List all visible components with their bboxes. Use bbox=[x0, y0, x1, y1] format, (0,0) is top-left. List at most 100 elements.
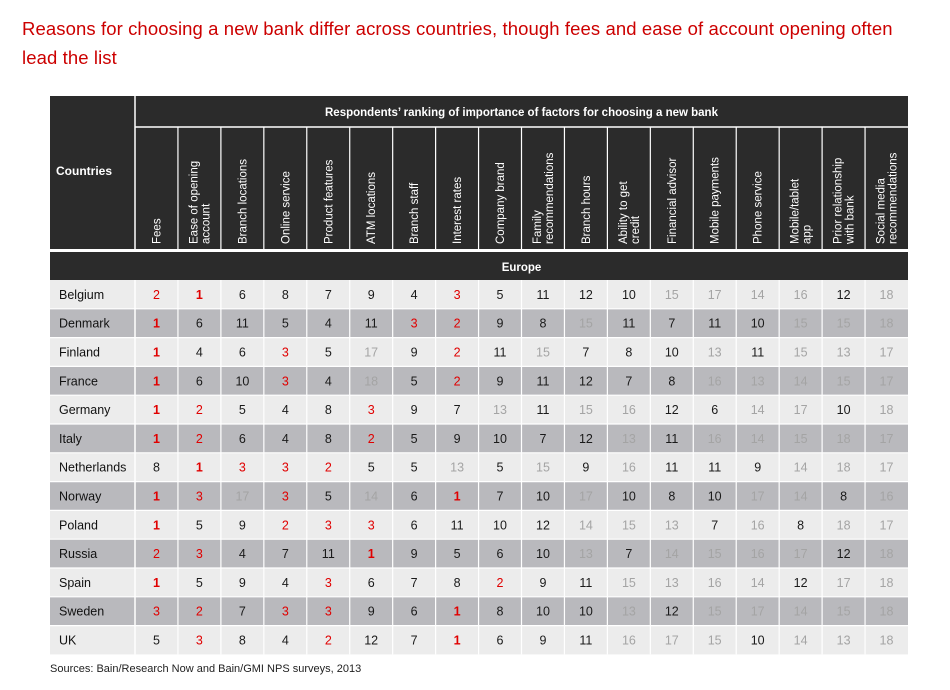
chart-title: Reasons for choosing a new bank differ a… bbox=[22, 18, 893, 68]
rank-value: 7 bbox=[625, 374, 632, 388]
rank-value: 4 bbox=[411, 288, 418, 302]
rank-value: 14 bbox=[751, 288, 765, 302]
rank-value: 11 bbox=[322, 547, 335, 561]
rank-value: 5 bbox=[411, 374, 418, 388]
column-header: ATM locations bbox=[366, 172, 378, 244]
rank-value: 13 bbox=[579, 547, 593, 561]
rank-value: 9 bbox=[540, 634, 547, 648]
rank-value: 14 bbox=[364, 490, 378, 504]
column-header: Financial advisor bbox=[667, 158, 679, 244]
rank-value: 3 bbox=[153, 605, 160, 619]
rank-value: 13 bbox=[837, 634, 851, 648]
rank-value: 11 bbox=[537, 288, 550, 302]
rank-value: 17 bbox=[235, 490, 249, 504]
rank-value: 13 bbox=[450, 461, 464, 475]
rank-value: 17 bbox=[880, 461, 894, 475]
column-header: app bbox=[802, 225, 814, 244]
country-label: Norway bbox=[59, 490, 102, 504]
rank-value: 16 bbox=[708, 576, 722, 590]
rank-value: 10 bbox=[493, 432, 507, 446]
rank-value: 11 bbox=[751, 346, 764, 360]
rank-value: 1 bbox=[196, 461, 203, 475]
rank-value: 8 bbox=[325, 403, 332, 417]
rank-value: 1 bbox=[153, 317, 160, 331]
rank-value: 14 bbox=[579, 518, 593, 532]
rank-value: 18 bbox=[837, 518, 851, 532]
rank-value: 3 bbox=[282, 374, 289, 388]
rank-value: 8 bbox=[497, 605, 504, 619]
rank-value: 8 bbox=[454, 576, 461, 590]
rank-value: 12 bbox=[665, 403, 679, 417]
rank-value: 13 bbox=[665, 518, 679, 532]
rank-value: 1 bbox=[196, 288, 203, 302]
rank-value: 1 bbox=[454, 605, 461, 619]
rank-value: 12 bbox=[837, 547, 851, 561]
country-label: Finland bbox=[59, 346, 100, 360]
rank-value: 3 bbox=[325, 576, 332, 590]
rank-value: 12 bbox=[364, 634, 378, 648]
rank-value: 6 bbox=[196, 317, 203, 331]
rank-value: 1 bbox=[153, 374, 160, 388]
rank-value: 7 bbox=[239, 605, 246, 619]
rank-value: 8 bbox=[668, 374, 675, 388]
rank-value: 14 bbox=[794, 490, 808, 504]
rank-value: 15 bbox=[708, 605, 722, 619]
super-header: Respondents’ ranking of importance of fa… bbox=[325, 107, 719, 119]
rank-value: 18 bbox=[837, 461, 851, 475]
country-label: Belgium bbox=[59, 288, 104, 302]
rank-value: 7 bbox=[411, 576, 418, 590]
rank-value: 1 bbox=[454, 490, 461, 504]
rank-value: 12 bbox=[579, 288, 593, 302]
rank-value: 8 bbox=[239, 634, 246, 648]
rank-value: 6 bbox=[196, 374, 203, 388]
column-header: Mobile payments bbox=[710, 157, 722, 244]
rank-value: 3 bbox=[325, 518, 332, 532]
rank-value: 13 bbox=[751, 374, 765, 388]
rank-value: 2 bbox=[196, 403, 203, 417]
rank-value: 16 bbox=[708, 374, 722, 388]
rank-value: 18 bbox=[880, 634, 894, 648]
rank-value: 1 bbox=[153, 432, 160, 446]
rank-value: 4 bbox=[282, 634, 289, 648]
rank-value: 6 bbox=[497, 634, 504, 648]
rank-value: 17 bbox=[880, 346, 894, 360]
rank-value: 1 bbox=[153, 403, 160, 417]
rank-value: 7 bbox=[454, 403, 461, 417]
rank-value: 1 bbox=[454, 634, 461, 648]
rank-value: 10 bbox=[708, 490, 722, 504]
section-band bbox=[50, 252, 908, 280]
rank-value: 13 bbox=[622, 605, 636, 619]
rank-value: 9 bbox=[411, 547, 418, 561]
rank-value: 5 bbox=[497, 288, 504, 302]
rank-value: 9 bbox=[368, 288, 375, 302]
country-label: Poland bbox=[59, 518, 98, 532]
rank-value: 3 bbox=[196, 634, 203, 648]
rank-value: 12 bbox=[794, 576, 808, 590]
rank-value: 12 bbox=[579, 432, 593, 446]
rank-value: 2 bbox=[153, 547, 160, 561]
rank-value: 14 bbox=[794, 374, 808, 388]
column-header: Fees bbox=[152, 218, 164, 244]
rank-value: 10 bbox=[536, 490, 550, 504]
rank-value: 3 bbox=[282, 346, 289, 360]
rank-value: 2 bbox=[497, 576, 504, 590]
rank-value: 9 bbox=[582, 461, 589, 475]
rank-value: 2 bbox=[454, 374, 461, 388]
rank-value: 4 bbox=[239, 547, 246, 561]
rank-value: 15 bbox=[837, 317, 851, 331]
rank-value: 14 bbox=[751, 403, 765, 417]
rank-value: 14 bbox=[665, 547, 679, 561]
rank-value: 16 bbox=[751, 518, 765, 532]
country-label: Denmark bbox=[59, 317, 110, 331]
column-header: Ease of opening bbox=[188, 161, 200, 244]
rank-value: 12 bbox=[665, 605, 679, 619]
rank-value: 11 bbox=[451, 518, 464, 532]
column-header: Branch locations bbox=[237, 159, 249, 244]
rank-value: 5 bbox=[153, 634, 160, 648]
rank-value: 15 bbox=[622, 576, 636, 590]
rank-value: 4 bbox=[196, 346, 203, 360]
column-header: Online service bbox=[280, 171, 292, 244]
column-header: credit bbox=[630, 215, 642, 244]
rank-value: 7 bbox=[582, 346, 589, 360]
